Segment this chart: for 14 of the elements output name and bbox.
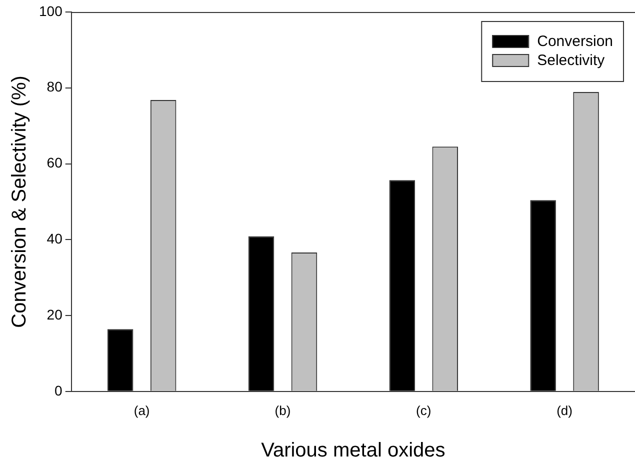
y-tick-label: 20 bbox=[46, 306, 63, 322]
y-tick-label: 0 bbox=[54, 382, 63, 398]
legend-label: Selectivity bbox=[537, 52, 606, 70]
x-tick-label: (c) bbox=[416, 402, 432, 418]
y-tick-label: 100 bbox=[39, 2, 63, 19]
y-tick-label: 80 bbox=[46, 78, 63, 95]
x-tick-label: (b) bbox=[274, 402, 291, 418]
x-axis-title: Various metal oxides bbox=[261, 440, 446, 462]
legend-label: Conversion bbox=[537, 33, 614, 50]
y-axis-title: Conversion & Selectivity (%) bbox=[8, 76, 31, 328]
x-tick-label: (a) bbox=[134, 402, 150, 418]
x-tick-label: (d) bbox=[556, 402, 572, 418]
y-tick-label: 60 bbox=[46, 154, 63, 171]
y-tick-label: 40 bbox=[46, 230, 63, 246]
